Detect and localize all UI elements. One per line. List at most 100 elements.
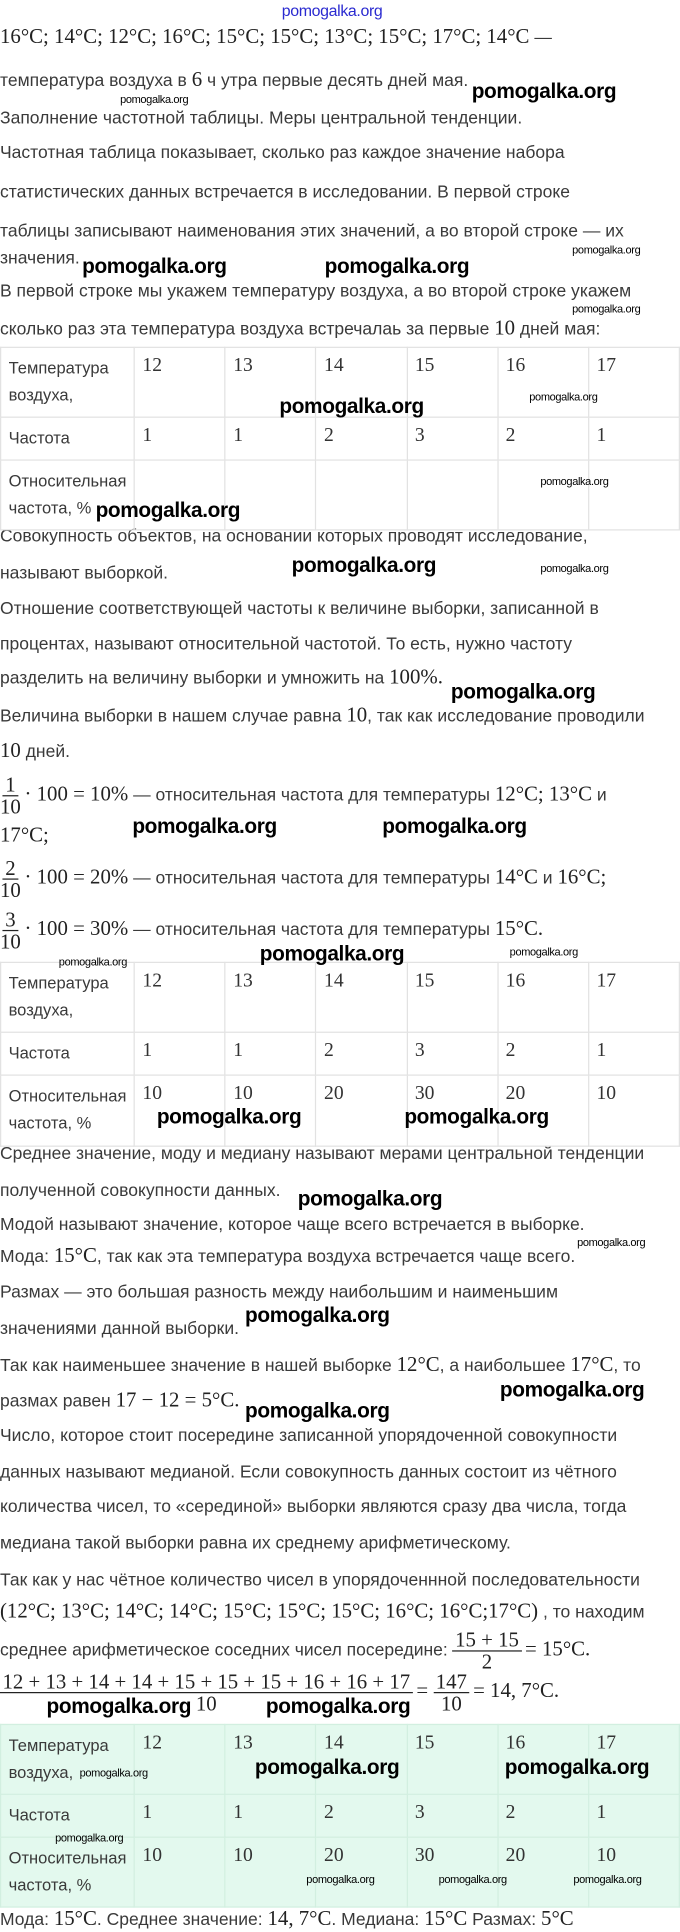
watermark: pomogalka.org [572,302,641,315]
table-cell: 17 [587,1723,680,1795]
fraction-denominator: 10 [195,1692,217,1716]
text-segment: среднее арифметическое соседних чисел по… [0,1640,453,1661]
watermark: pomogalka.org [471,79,617,103]
text-segment: . Медиана: [331,1910,425,1930]
fraction-numerator: 1 [2,774,19,797]
math-expression: 14°C [494,865,538,889]
table-cell-value: 17 [596,1732,617,1754]
table-cell-value: 12 [142,1732,162,1754]
watermark: pomogalka.org [58,955,128,968]
table-row: Температура воздуха, 12 13 14 15 16 17 [0,346,680,418]
text-segment: Мода: [0,1247,54,1267]
table-cell: 1 [587,1031,680,1076]
row-label-cell: Относительная частота, % [0,459,136,531]
frequency-table: Температура воздуха, 12 13 14 15 16 17 Частота 1… [0,346,680,531]
row-label: Относительная частота, % [8,1848,127,1895]
table-cell-value: 15 [414,355,435,377]
text-line: разделить на величину выборки и умножить… [0,665,443,691]
math-expression: = 15°C. [525,1637,591,1661]
text-line: статистических данных встречается в иссл… [0,180,570,205]
text-segment: Совокупность объектов, на основании кото… [0,526,588,547]
text-segment: и [537,869,558,889]
table-cell: 1 [587,416,680,461]
table-cell: 10 [224,1836,317,1908]
table-cell-value: 13 [233,1732,253,1754]
row-label-cell: Относительная частота, % [0,1836,136,1908]
table-cell: 1 [133,1793,226,1838]
table-cell: 15 [406,961,499,1033]
table-cell: 12 [133,1723,226,1795]
text-segment: Размах — это большая разность между наиб… [0,1282,559,1303]
table-cell: 14 [315,961,408,1033]
table-cell-value: 20 [505,1845,526,1866]
table-cell-value: 3 [414,1802,425,1824]
table-cell-value: 20 [505,1083,526,1104]
fraction-denominator: 10 [0,795,21,819]
watermark: pomogalka.org [499,1378,645,1402]
table-cell: 15 [406,1723,499,1795]
table-cell: 13 [224,1723,317,1795]
text-segment: В первой строке мы укажем температуру во… [0,281,632,302]
watermark: pomogalka.org [324,254,470,279]
fraction: 1 10 [0,774,21,817]
row-label-cell: Частота [0,416,136,461]
math-expression: = [416,1678,434,1703]
table-cell-value: 17 [596,355,617,377]
table-cell: 17 [587,346,680,418]
text-segment: полученной совокупности данных. [0,1181,281,1201]
fraction-denominator: 10 [440,1692,462,1716]
table-cell-value: 14 [324,1732,344,1754]
text-line: температура воздуха в 6 ч утра первые де… [0,67,468,93]
text-line: процентах, называют относительной частот… [0,632,572,657]
table-cell-value: 2 [505,425,516,446]
text-line: Отношение соответствующей частоты к вели… [0,597,599,622]
watermark: pomogalka.org [55,1831,124,1844]
fraction-denominator: 10 [0,929,21,954]
fraction: 12 + 13 + 14 + 14 + 15 + 15 + 15 + 16 + … [0,1671,413,1714]
table-cell-value: 16 [505,355,526,377]
text-segment: статистических данных встречается в иссл… [0,182,571,203]
table-cell: 1 [224,1031,317,1076]
table-cell-value: 1 [142,1802,153,1824]
math-expression: 15°C [53,1243,97,1267]
text-segment: Заполнение частотной таблицы. Меры центр… [0,109,523,129]
table-cell-value: 14 [324,355,344,377]
row-label: Частота [8,1043,70,1063]
text-segment: значениями данной выборки. [0,1319,240,1340]
watermark: pomogalka.org [245,1303,390,1327]
frequency-table: Температура воздуха, 12 13 14 15 16 17 Частота 1… [0,961,680,1147]
fraction-denominator: 10 [0,878,21,902]
row-label-cell: Температура воздуха, [0,346,136,418]
table-cell-value: 20 [324,1845,344,1866]
text-line: называют выборкой. [0,561,168,586]
table-cell-value: 1 [596,1040,607,1062]
text-line: Совокупность объектов, на основании кото… [0,524,588,549]
text-line: 10 дней. [0,739,70,765]
row-label: Температура воздуха, [8,974,109,1020]
watermark: pomogalka.org [572,243,641,257]
table-cell-value: 20 [324,1083,344,1104]
table-cell: 1 [224,416,317,461]
watermark: pomogalka.org [120,93,189,106]
math-expression: 14, 7°C [267,1906,332,1930]
fraction: 147 10 [433,1671,470,1716]
table-cell: 10 [133,1074,226,1147]
watermark: pomogalka.org [279,394,424,418]
table-cell-value: 30 [414,1083,435,1104]
watermark: pomogalka.org [281,1,383,20]
fraction: 2 10 [0,858,21,901]
text-line: 17°C; [0,823,49,849]
table-cell-value: 17 [596,970,617,992]
table-cell-value: 1 [233,1802,244,1824]
text-line: Число, которое стоит посередине записанн… [0,1424,617,1449]
math-expression: 12°C; 13°C [494,782,592,806]
table-cell: 2 [497,1031,590,1076]
table-cell: 10 [133,1836,226,1908]
table-cell: 20 [497,1836,590,1908]
watermark: pomogalka.org [265,1694,411,1718]
math-expression: 100%. [389,665,443,689]
table-cell: 1 [224,1793,317,1838]
row-label-cell: Температура воздуха, [0,961,136,1033]
math-expression: 12°C [396,1352,440,1376]
